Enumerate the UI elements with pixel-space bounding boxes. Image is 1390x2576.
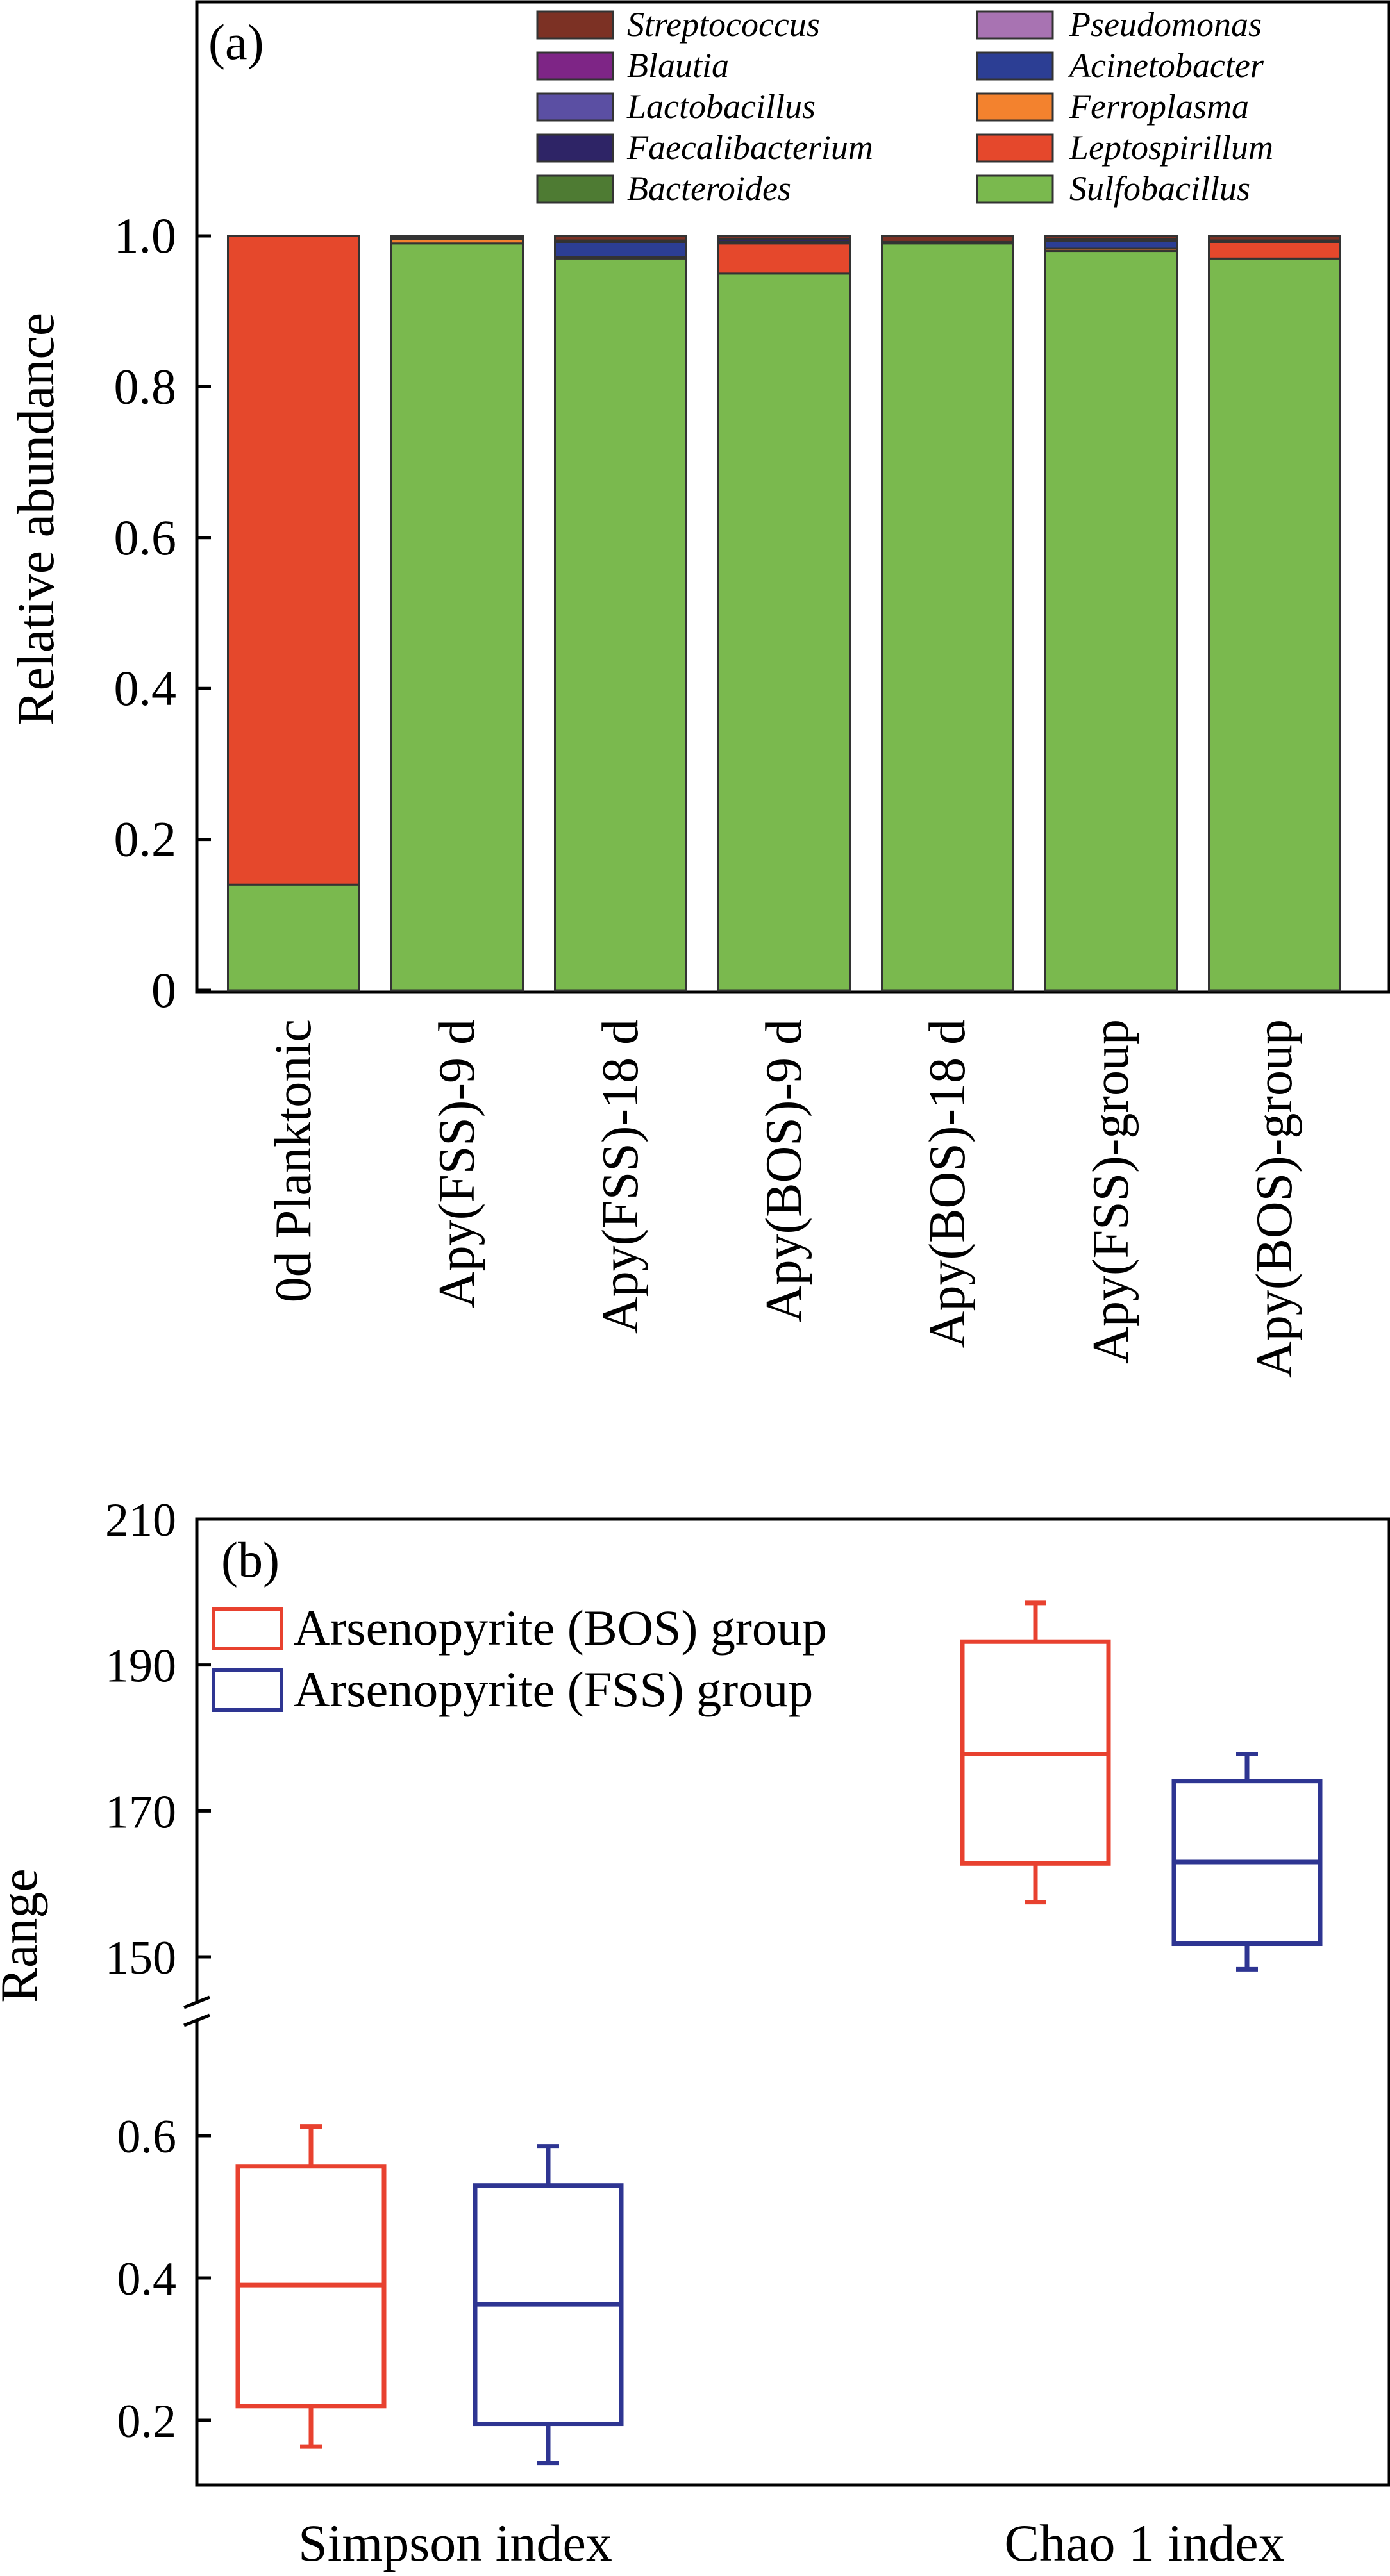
upper-y-tick-label-210: 210 (105, 1494, 176, 1547)
legend-label-acinetobacter: Acinetobacter (1068, 46, 1264, 85)
panel-b-label: (b) (221, 1532, 280, 1588)
panel-a-bars (227, 235, 1341, 992)
panel-a-label: (a) (208, 14, 264, 70)
y-tick-label-1-0: 1.0 (114, 208, 177, 263)
panel-a-y-ticks: 0 0.2 0.4 0.6 0.8 1.0 (114, 208, 211, 1018)
panel-b: (b) 150 170 190 210 0.2 0.4 0.6 Simpson index C… (0, 1494, 1390, 2572)
upper-y-tick-label-170: 170 (105, 1786, 176, 1838)
bar-apy-bos-9-d-sulfobacillus (717, 272, 851, 992)
axis-break-mark-lower (183, 2013, 210, 2027)
axis-break-mark-upper (183, 1995, 210, 2009)
panel-a: (a) 0 0.2 0.4 0.6 0.8 1.0 0d Planktonic Apy(FS… (6, 0, 1390, 1378)
panel-a-legend: StreptococcusBlautiaLactobacillusFaecali… (536, 5, 1273, 208)
legend-swatch-pseudomonas (976, 10, 1054, 40)
legend-label-pseudomonas: Pseudomonas (1069, 5, 1262, 44)
lower-y-tick-label-0-2: 0.2 (117, 2395, 177, 2448)
panel-b-y-ticks: 150 170 190 210 0.2 0.4 0.6 (105, 1494, 211, 2448)
x-tick-label-apy-fss-group: Apy(FSS)-group (1083, 1019, 1139, 1364)
bar-apy-fss-18-d-streptococcus (554, 235, 687, 242)
bar-0d-planktonic-sulfobacillus (227, 883, 360, 992)
upper-y-tick-label-190: 190 (105, 1640, 176, 1693)
bar-apy-bos-9-d-leptospirillum (717, 242, 851, 275)
x-label-chao-1-index: Chao 1 index (1004, 2514, 1284, 2572)
legend-label-blautia: Blautia (627, 46, 729, 85)
bar-apy-fss-group-acinetobacter (1044, 240, 1178, 250)
legend-label-ferroplasma: Ferroplasma (1069, 87, 1249, 126)
legend-label-bacteroides: Bacteroides (627, 169, 791, 208)
x-tick-label-apy-bos-group: Apy(BOS)-group (1246, 1019, 1303, 1378)
legend-label-lactobacillus: Lactobacillus (626, 87, 816, 126)
lower-y-tick-label-0-6: 0.6 (117, 2111, 177, 2163)
x-label-simpson-index: Simpson index (298, 2514, 612, 2572)
bar-apy-bos-9-d-streptococcus (717, 235, 851, 240)
y-tick-label-0-6: 0.6 (114, 510, 177, 565)
bar-apy-fss-18-d-sulfobacillus (554, 257, 687, 992)
legend-label-sulfobacillus: Sulfobacillus (1069, 169, 1250, 208)
legend-label-streptococcus: Streptococcus (627, 5, 820, 44)
bar-apy-bos-18-d-streptococcus (881, 235, 1014, 243)
legend-swatch-leptospirillum (976, 133, 1054, 163)
bar-apy-bos-group-sulfobacillus (1208, 257, 1341, 992)
y-tick-label-0-2: 0.2 (114, 811, 177, 867)
x-tick-label-apy-bos-18-d: Apy(BOS)-18 d (919, 1019, 976, 1348)
bar-apy-fss-9-d-sulfobacillus (390, 242, 524, 992)
y-tick-label-0-8: 0.8 (114, 358, 177, 414)
y-tick-label-0-4: 0.4 (114, 660, 177, 716)
legend-swatch-lactobacillus (536, 92, 614, 122)
legend-swatch-arsenopyrite-fss-group (212, 1668, 283, 1712)
legend-swatch-acinetobacter (976, 51, 1054, 81)
y-tick-label-0: 0 (151, 962, 176, 1018)
bar-apy-bos-group-streptococcus (1208, 235, 1341, 242)
panel-b-y-axis-label: Range (0, 1868, 48, 2002)
legend-swatch-sulfobacillus (976, 174, 1054, 204)
upper-y-tick-label-150: 150 (105, 1932, 176, 1984)
legend-swatch-arsenopyrite-bos-group (212, 1607, 283, 1650)
legend-label-leptospirillum: Leptospirillum (1069, 128, 1273, 167)
x-tick-label-0d-planktonic: 0d Planktonic (265, 1019, 322, 1302)
legend-swatch-streptococcus (536, 10, 614, 40)
panel-a-frame (195, 0, 1390, 994)
legend-label-arsenopyrite-fss-group: Arsenopyrite (FSS) group (294, 1661, 813, 1717)
panel-b-boxes (235, 1600, 1323, 2466)
bar-apy-bos-group-leptospirillum (1208, 240, 1341, 260)
legend-swatch-ferroplasma (976, 92, 1054, 122)
legend-label-faecalibacterium: Faecalibacterium (626, 128, 873, 167)
bar-apy-fss-group-sulfobacillus (1044, 250, 1178, 992)
legend-swatch-bacteroides (536, 174, 614, 204)
bar-apy-fss-group-streptococcus (1044, 235, 1178, 240)
x-tick-label-apy-fss-18-d: Apy(FSS)-18 d (592, 1019, 649, 1334)
bar-apy-fss-9-d-streptococcus (390, 235, 524, 238)
bar-0d-planktonic-leptospirillum (227, 235, 360, 886)
lower-y-tick-label-0-4: 0.4 (117, 2253, 177, 2306)
bar-apy-bos-18-d-sulfobacillus (881, 242, 1014, 992)
panel-a-x-labels: 0d Planktonic Apy(FSS)-9 d Apy(FSS)-18 d Ap… (265, 1019, 1303, 1378)
legend-swatch-faecalibacterium (536, 133, 614, 163)
panel-a-y-axis-label: Relative abundance (6, 313, 65, 726)
legend-label-arsenopyrite-bos-group: Arsenopyrite (BOS) group (294, 1600, 827, 1656)
bar-apy-fss-18-d-acinetobacter (554, 240, 687, 258)
x-tick-label-apy-bos-9-d: Apy(BOS)-9 d (756, 1019, 812, 1322)
legend-swatch-blautia (536, 51, 614, 81)
panel-b-x-labels: Simpson index Chao 1 index (298, 2514, 1285, 2572)
x-tick-label-apy-fss-9-d: Apy(FSS)-9 d (429, 1019, 485, 1308)
